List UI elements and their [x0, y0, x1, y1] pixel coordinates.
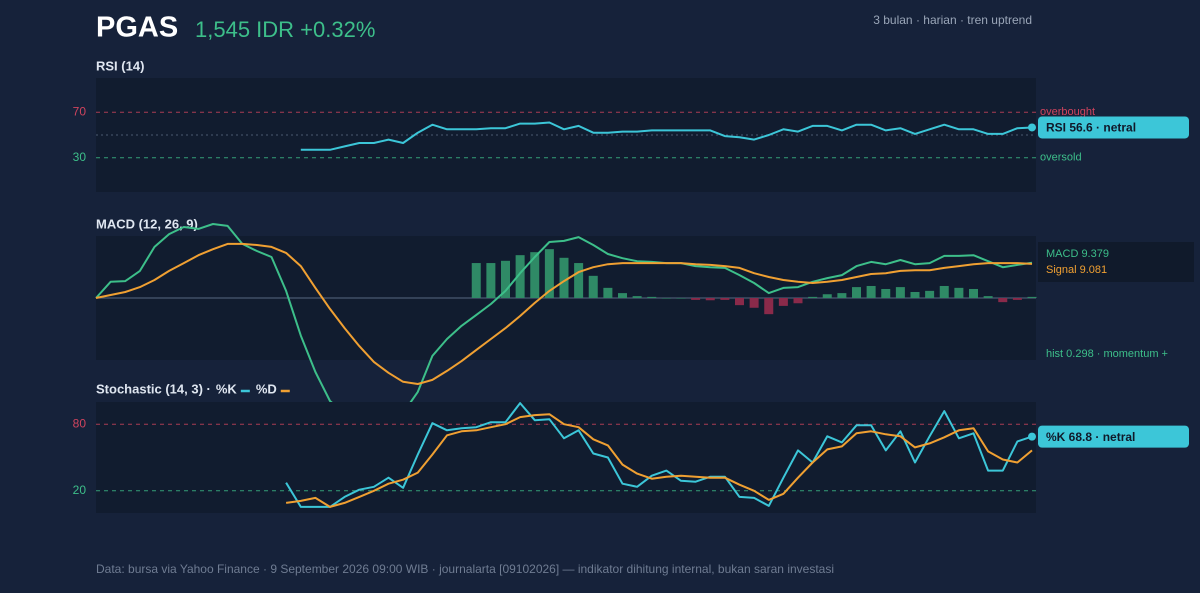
- badge: RSI 56.6 · netral: [1046, 121, 1136, 135]
- legend-label: %K: [216, 381, 238, 396]
- histogram-bar: [910, 291, 920, 298]
- histogram-bar: [778, 298, 788, 306]
- readout: MACD 9.379: [1046, 248, 1109, 260]
- y-tick-label: 80: [73, 416, 87, 430]
- histogram-bar: [895, 287, 905, 298]
- histogram-bar: [998, 298, 1008, 303]
- badge-box: [1038, 425, 1189, 448]
- series-line: [95, 242, 1033, 385]
- panel-title: MACD (12, 26, 9): [96, 216, 198, 231]
- y-tick-label: 30: [73, 150, 87, 164]
- series-line: [285, 413, 1033, 508]
- histogram-bar: [939, 285, 949, 298]
- histogram-bar: [764, 298, 774, 315]
- last-point: [1028, 432, 1036, 441]
- histogram-bar: [618, 293, 627, 298]
- y-tick-label: 70: [73, 104, 87, 118]
- histogram-bar: [720, 298, 730, 300]
- histogram-bar: [793, 298, 803, 304]
- series-line: [285, 402, 1033, 508]
- badge: %K 68.8 · netral: [1046, 430, 1135, 444]
- histogram-bar: [647, 296, 657, 298]
- panel-title: Stochastic (14, 3) ·: [96, 381, 211, 396]
- readout: Signal 9.081: [1046, 264, 1107, 276]
- symbol: PGAS: [96, 12, 178, 44]
- histogram-bar: [471, 263, 481, 298]
- footer: Data: bursa via Yahoo Finance · 9 Septem…: [96, 562, 834, 576]
- legend-label: %D: [256, 381, 277, 396]
- quote: 1,545 IDR +0.32%: [195, 17, 375, 42]
- histogram-bar: [544, 249, 554, 298]
- histogram-bar: [808, 296, 818, 298]
- histogram-bar: [632, 296, 642, 298]
- histogram-bar: [501, 260, 510, 298]
- histogram-bar: [515, 255, 525, 298]
- histogram-bar: [559, 257, 569, 298]
- histogram-bar: [954, 287, 964, 298]
- panel-title: RSI (14): [96, 58, 144, 73]
- context: 3 bulan · harian · tren uptrend: [873, 13, 1032, 27]
- histogram-bar: [588, 275, 598, 298]
- series-line: [95, 223, 1033, 420]
- histogram-bar: [852, 287, 861, 298]
- y-tick-label: 20: [73, 483, 87, 497]
- histogram-bar: [705, 298, 715, 301]
- histogram-bar: [837, 293, 847, 298]
- histogram-bar: [735, 298, 744, 306]
- level-label: oversold: [1040, 152, 1082, 164]
- histogram-bar: [822, 294, 832, 298]
- histogram-bar: [603, 287, 613, 298]
- histogram-bar: [661, 298, 671, 299]
- histogram-bar: [983, 296, 993, 298]
- level-label: overbought: [1040, 106, 1095, 118]
- histogram-bar: [866, 285, 876, 298]
- histogram-bar: [1027, 296, 1037, 298]
- histogram-bar: [749, 298, 759, 308]
- histogram-bar: [969, 288, 978, 298]
- histogram-bar: [486, 263, 496, 298]
- panel: [96, 402, 1036, 513]
- histogram-bar: [574, 263, 584, 298]
- histogram-bar: [925, 290, 935, 298]
- histogram-bar: [691, 298, 701, 300]
- readout-box: [1038, 242, 1194, 282]
- last-point: [1028, 123, 1036, 132]
- histogram-bar: [676, 298, 686, 299]
- note: hist 0.298 · momentum +: [1046, 348, 1168, 360]
- histogram-bar: [1012, 298, 1022, 300]
- histogram-bar: [530, 252, 540, 298]
- histogram-bar: [881, 288, 891, 298]
- series-line: [300, 121, 1033, 151]
- badge-box: [1038, 116, 1189, 139]
